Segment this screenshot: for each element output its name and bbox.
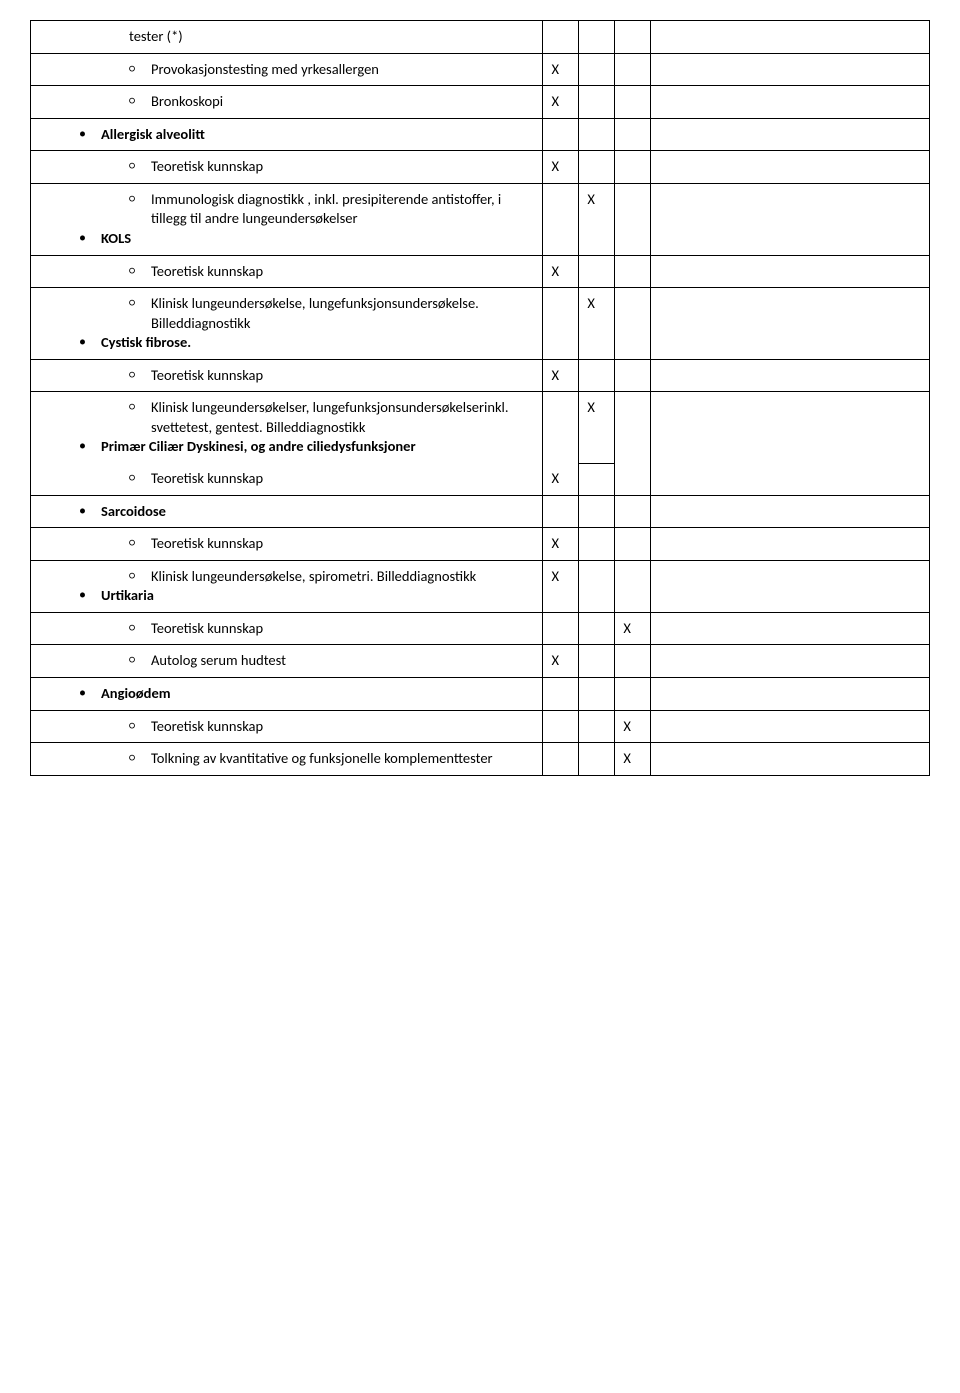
row-4-label: Teoretisk kunnskap <box>31 151 543 184</box>
row-2-label: Bronkoskopi <box>31 86 543 119</box>
row-13-label: Teoretisk kunnskap <box>31 612 543 645</box>
row-17-label: Tolkning av kvantitative og funksjonelle… <box>31 743 543 776</box>
row-6-label: Teoretisk kunnskap <box>31 255 543 288</box>
row-3-label: Allergisk alveolitt <box>31 118 543 151</box>
row-14-label: Autolog serum hudtest <box>31 645 543 678</box>
row-11-label: Teoretisk kunnskap <box>31 528 543 561</box>
row-16-label: Teoretisk kunnskap <box>31 710 543 743</box>
row-0-label: tester (*) <box>31 21 543 54</box>
row-15-label: Angioødem <box>31 677 543 710</box>
row-1-label: Provokasjonstesting med yrkesallergen <box>31 53 543 86</box>
document-table: tester (*)Provokasjonstesting med yrkesa… <box>30 20 930 776</box>
row-10-label: Sarcoidose <box>31 495 543 528</box>
row-8-label: Teoretisk kunnskap <box>31 359 543 392</box>
